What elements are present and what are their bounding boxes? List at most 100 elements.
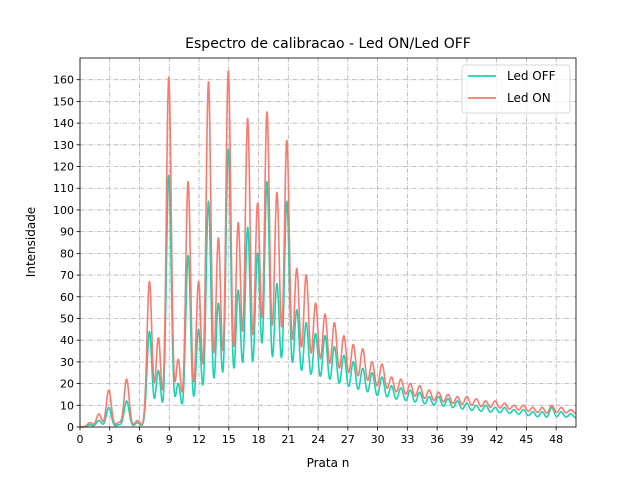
data-point-led-off: [305, 322, 307, 324]
data-point-led-on: [333, 322, 335, 324]
y-tick-label: 110: [53, 182, 74, 195]
data-point-led-on: [513, 404, 515, 406]
y-tick-label: 20: [60, 378, 74, 391]
data-point-led-off: [98, 419, 100, 421]
y-tick-label: 140: [53, 117, 74, 130]
data-point-led-on: [89, 421, 91, 423]
y-tick-label: 120: [53, 161, 74, 174]
data-point-led-on: [276, 191, 278, 193]
x-tick-label: 30: [371, 433, 385, 446]
data-point-led-off: [381, 376, 383, 378]
series-layer: [79, 70, 577, 428]
data-point-led-off: [390, 385, 392, 387]
data-point-led-off: [447, 398, 449, 400]
data-point-led-off: [227, 148, 229, 150]
data-point-led-on: [456, 395, 458, 397]
data-point-led-off: [503, 406, 505, 408]
y-tick-label: 130: [53, 139, 74, 152]
data-point-led-on: [125, 378, 127, 380]
data-point-led-on: [286, 139, 288, 141]
data-point-led-off: [456, 400, 458, 402]
y-tick-label: 0: [67, 421, 74, 434]
data-point-led-on: [381, 363, 383, 365]
data-point-led-off: [409, 389, 411, 391]
data-point-led-on: [207, 81, 209, 83]
data-point-led-on: [305, 274, 307, 276]
data-point-led-off: [324, 335, 326, 337]
data-point-led-on: [108, 389, 110, 391]
data-point-led-off: [333, 345, 335, 347]
y-tick-label: 40: [60, 334, 74, 347]
data-point-led-on: [447, 393, 449, 395]
data-point-led-off: [177, 382, 179, 384]
data-point-led-on: [390, 376, 392, 378]
data-point-led-on: [168, 76, 170, 78]
grid-lines: [79, 58, 576, 428]
data-point-led-off: [513, 408, 515, 410]
data-point-led-on: [256, 202, 258, 204]
x-tick-label: 45: [519, 433, 533, 446]
x-tick-label: 21: [281, 433, 295, 446]
y-tick-label: 10: [60, 399, 74, 412]
y-tick-label: 30: [60, 356, 74, 369]
data-point-led-off: [541, 411, 543, 413]
data-point-led-on: [400, 378, 402, 380]
data-point-led-off: [207, 200, 209, 202]
data-point-led-on: [157, 337, 159, 339]
data-point-led-off: [532, 411, 534, 413]
x-tick-label: 33: [400, 433, 414, 446]
data-point-led-on: [98, 413, 100, 415]
data-point-led-off: [494, 406, 496, 408]
data-point-led-off: [125, 400, 127, 402]
data-point-led-off: [246, 226, 248, 228]
series-line-led-off: [79, 148, 577, 428]
data-point-led-off: [89, 424, 91, 426]
data-point-led-off: [187, 254, 189, 256]
data-point-led-on: [560, 406, 562, 408]
data-point-led-off: [428, 395, 430, 397]
y-tick-label: 50: [60, 312, 74, 325]
x-tick-label: 27: [341, 433, 355, 446]
y-tick-label: 100: [53, 204, 74, 217]
data-point-led-off: [569, 413, 571, 415]
data-point-led-on: [466, 395, 468, 397]
x-tick-label: 36: [430, 433, 444, 446]
x-tick-label: 0: [77, 433, 84, 446]
data-point-led-on: [532, 406, 534, 408]
data-point-led-off: [117, 424, 119, 426]
data-point-led-on: [503, 402, 505, 404]
series-line-led-on: [79, 70, 577, 428]
x-tick-label: 24: [311, 433, 325, 446]
x-tick-label: 39: [460, 433, 474, 446]
data-point-led-on: [475, 398, 477, 400]
data-point-led-on: [550, 404, 552, 406]
x-tick-label: 12: [192, 433, 206, 446]
data-point-led-off: [466, 402, 468, 404]
data-point-led-off: [371, 372, 373, 374]
data-point-led-on: [197, 280, 199, 282]
data-point-led-on: [494, 400, 496, 402]
x-tick-label: 9: [166, 433, 173, 446]
data-point-led-on: [296, 267, 298, 269]
data-point-led-off: [437, 395, 439, 397]
x-axis-ticks: 0 3 6 9 12 15 18 21 24 27 30 33 36 39 42 45 48: [77, 427, 563, 446]
data-point-led-on: [428, 389, 430, 391]
y-tick-label: 150: [53, 95, 74, 108]
plot-frame: [79, 57, 577, 428]
data-point-led-on: [227, 70, 229, 72]
data-point-led-on: [569, 408, 571, 410]
data-point-led-off: [168, 174, 170, 176]
data-point-led-on: [246, 118, 248, 120]
data-point-led-off: [400, 387, 402, 389]
data-point-led-on: [324, 313, 326, 315]
x-tick-label: 6: [136, 433, 143, 446]
chart-title: Espectro de calibracao - Led ON/Led OFF: [185, 36, 471, 52]
data-point-led-off: [157, 369, 159, 371]
data-point-led-on: [343, 335, 345, 337]
x-axis-label: Prata n: [307, 456, 350, 470]
data-point-led-on: [362, 348, 364, 350]
y-axis-ticks: 0 10 20 30 40 50 60 70 80 90 100 110 120 130 140 150 160: [53, 74, 80, 434]
data-point-led-off: [522, 408, 524, 410]
legend-box: [461, 64, 571, 114]
